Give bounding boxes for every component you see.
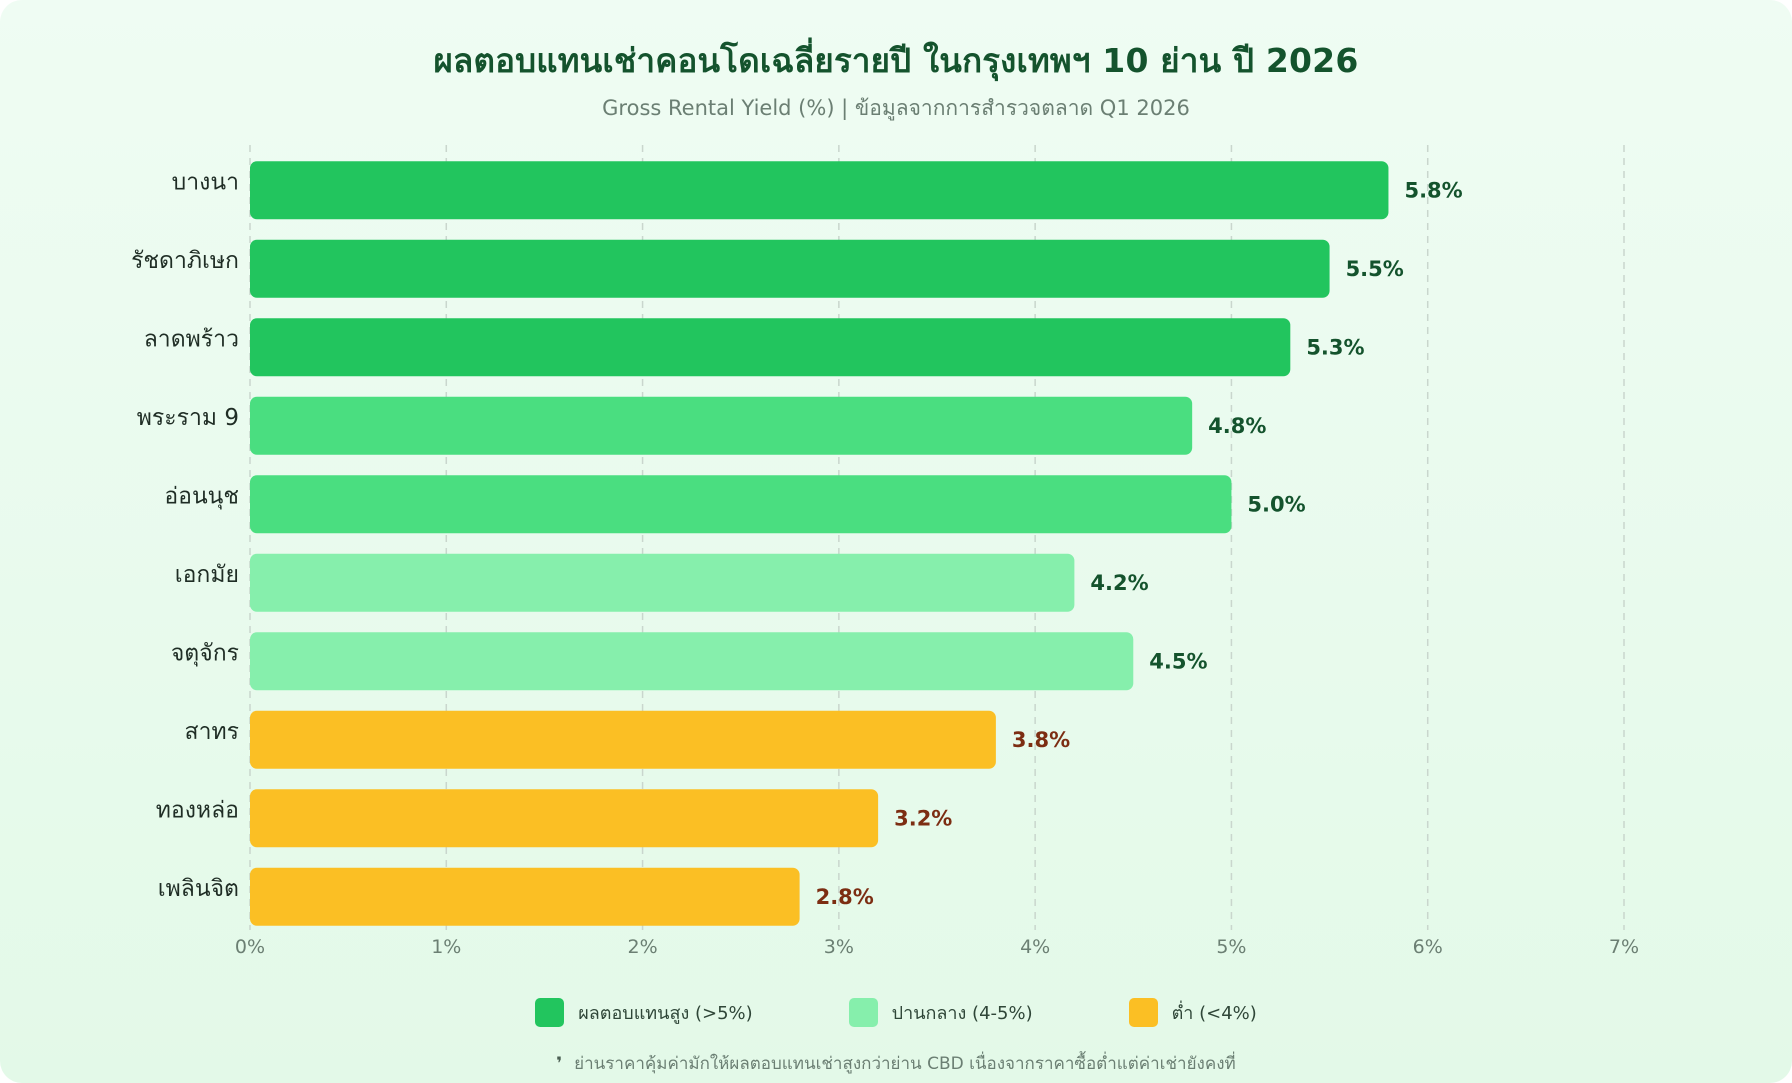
chart-title: ผลตอบแทนเช่าคอนโดเฉลี่ยรายปี ในกรุงเทพฯ … — [433, 41, 1359, 80]
legend: ผลตอบแทนสูง (>5%) ปานกลาง (4-5%) ต่ำ (<4… — [0, 995, 1792, 1029]
bars — [250, 161, 1389, 926]
comma-icon: ❜ — [556, 1054, 563, 1074]
value-label: 4.2% — [1090, 571, 1148, 595]
value-label: 5.0% — [1247, 492, 1305, 516]
legend-item-mid: ปานกลาง (4-5%) — [848, 995, 1033, 1029]
footnote: ❜ ย่านราคาคุ้มค่ามักให้ผลตอบแทนเช่าสูงกว่… — [0, 1050, 1792, 1077]
bar — [250, 867, 800, 926]
value-label: 3.2% — [894, 806, 952, 830]
category-label: บางนา — [172, 169, 239, 195]
x-tick-label: 6% — [1413, 936, 1443, 958]
category-label: เอกมัย — [175, 562, 239, 588]
category-label: ทองหล่อ — [156, 797, 239, 823]
bar — [250, 710, 996, 769]
category-label: สาทร — [185, 719, 239, 745]
bar — [250, 553, 1075, 612]
category-label: อ่อนนุช — [164, 483, 239, 509]
x-tick-label: 5% — [1216, 936, 1246, 958]
legend-swatch-low — [1128, 997, 1158, 1027]
category-label: เพลินจิต — [158, 876, 239, 902]
bar — [250, 318, 1291, 377]
labels: 0% 1% 2% 3% 4% 5% 6% 7% บางนา 5.8% รัชดาภิเษก 5.5% ล… — [131, 169, 1639, 958]
bar — [250, 475, 1232, 534]
x-tick-label: 3% — [824, 936, 854, 958]
x-tick-label: 1% — [431, 936, 461, 958]
x-tick-label: 4% — [1020, 936, 1050, 958]
value-label: 3.8% — [1012, 728, 1070, 752]
value-label: 4.5% — [1149, 649, 1207, 673]
legend-swatch-mid — [848, 997, 878, 1027]
value-label: 2.8% — [816, 885, 874, 909]
x-tick-label: 7% — [1609, 936, 1639, 958]
bar — [250, 396, 1193, 455]
chart-subtitle: Gross Rental Yield (%) | ข้อมูลจากการสำร… — [602, 96, 1190, 120]
legend-item-low: ต่ำ (<4%) — [1128, 995, 1257, 1029]
category-label: ลาดพร้าว — [144, 326, 239, 352]
legend-label-high: ผลตอบแทนสูง (>5%) — [578, 1002, 753, 1024]
x-tick-label: 2% — [627, 936, 657, 958]
value-label: 5.5% — [1346, 257, 1404, 281]
x-tick-label: 0% — [235, 936, 265, 958]
value-label: 5.3% — [1306, 335, 1364, 359]
bar — [250, 161, 1389, 220]
category-label: รัชดาภิเษก — [131, 248, 239, 274]
bar — [250, 239, 1330, 298]
category-label: จตุจักร — [171, 640, 239, 666]
value-label: 4.8% — [1208, 414, 1266, 438]
footnote-text: ย่านราคาคุ้มค่ามักให้ผลตอบแทนเช่าสูงกว่า… — [574, 1054, 1236, 1074]
legend-label-mid: ปานกลาง (4-5%) — [891, 1002, 1033, 1024]
category-label: พระราม 9 — [137, 405, 239, 431]
value-label: 5.8% — [1404, 178, 1462, 202]
bar — [250, 632, 1134, 691]
legend-label-low: ต่ำ (<4%) — [1171, 1002, 1257, 1024]
legend-swatch-high — [535, 997, 565, 1027]
legend-item-high: ผลตอบแทนสูง (>5%) — [535, 995, 753, 1029]
bar — [250, 789, 879, 848]
